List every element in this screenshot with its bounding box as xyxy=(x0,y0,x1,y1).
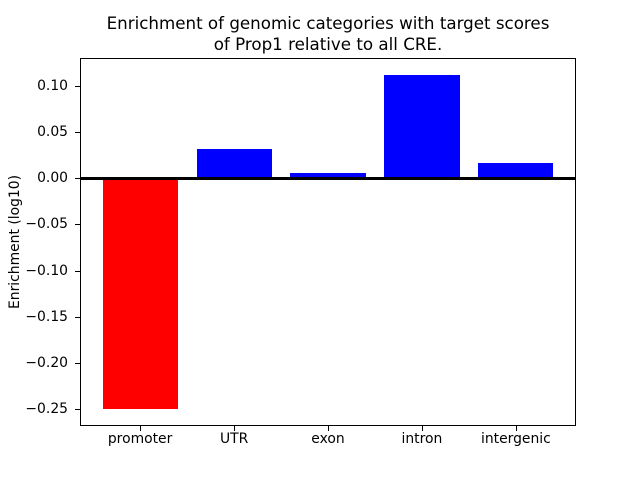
y-tick-label: −0.25 xyxy=(25,401,68,418)
y-tick-label: −0.15 xyxy=(25,308,68,325)
x-tick-label-promoter: promoter xyxy=(107,431,173,447)
y-tick-label: −0.05 xyxy=(25,216,68,233)
bar-UTR xyxy=(196,148,272,179)
y-tick-label: 0.00 xyxy=(37,170,68,187)
y-tick-mark xyxy=(75,178,80,180)
x-tick-mark-promoter xyxy=(140,426,142,431)
y-tick-mark xyxy=(75,409,80,411)
bar-intergenic xyxy=(478,163,554,179)
x-tick-label-UTR: UTR xyxy=(219,431,249,447)
x-tick-label-intergenic: intergenic xyxy=(480,431,551,447)
x-tick-mark-exon xyxy=(328,426,329,431)
chart-title: Enrichment of genomic categories with ta… xyxy=(106,13,550,54)
x-tick-mark-intergenic xyxy=(515,426,517,431)
y-tick-mark xyxy=(75,224,80,226)
y-tick-mark xyxy=(75,85,80,87)
y-tick-label: 0.10 xyxy=(37,77,68,94)
y-tick-label: −0.20 xyxy=(25,355,68,372)
y-axis-label: Enrichment (log10) xyxy=(7,174,23,310)
bar-exon xyxy=(290,172,366,179)
zero-line xyxy=(80,176,576,180)
y-tick-label: 0.05 xyxy=(37,124,68,140)
bar-intron xyxy=(384,74,460,179)
y-tick-mark xyxy=(75,316,80,318)
bar-promoter xyxy=(102,178,178,410)
y-tick-mark xyxy=(75,363,80,365)
x-tick-mark-intron xyxy=(421,426,423,431)
x-tick-label-exon: exon xyxy=(311,431,345,447)
y-tick-mark xyxy=(75,270,80,272)
y-tick-mark xyxy=(75,132,80,133)
x-tick-mark-UTR xyxy=(234,426,236,431)
y-tick-label: −0.10 xyxy=(25,262,68,279)
x-tick-label-intron: intron xyxy=(401,431,443,447)
